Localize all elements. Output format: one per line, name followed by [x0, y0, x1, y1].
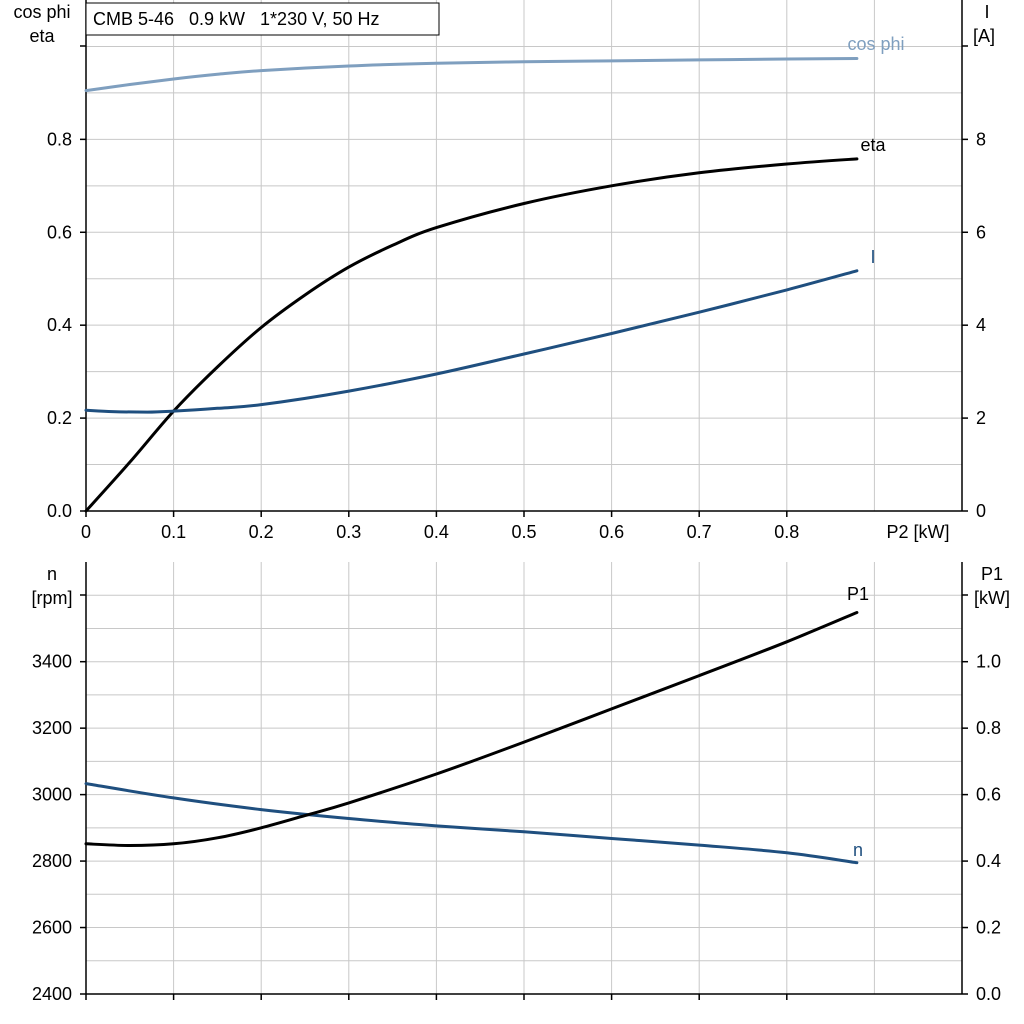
right-y-tick-label: 0.2: [976, 918, 1001, 938]
right-y-tick-label: 8: [976, 129, 986, 149]
left-y-tick-label: 0.0: [47, 501, 72, 521]
left-y-tick-label: 3000: [32, 785, 72, 805]
left-y-tick-label: 3200: [32, 718, 72, 738]
x-tick-label: 0.1: [161, 522, 186, 542]
series-line-n: [84, 782, 859, 865]
series-line-i: [84, 269, 859, 414]
right-y-tick-label: 0: [976, 501, 986, 521]
x-tick-label: 0.6: [599, 522, 624, 542]
right-y-axis-title: [kW]: [974, 588, 1010, 608]
right-y-tick-label: 0.8: [976, 718, 1001, 738]
left-y-axis-title: cos phi: [13, 2, 70, 22]
right-y-tick-label: 0.6: [976, 785, 1001, 805]
right-y-tick-label: 6: [976, 222, 986, 242]
left-y-tick-label: 2600: [32, 918, 72, 938]
series-label-p1: P1: [847, 584, 869, 604]
bottom-panel-speed-power: 2400 2600 2800 3000 3200 3400 0.0 0.2 0.4 0.6 0.8 1…: [31, 562, 1010, 1004]
series-label-cos-phi: cos phi: [847, 34, 904, 54]
series-line-p1: [84, 611, 859, 847]
left-y-tick-label: 0.8: [47, 129, 72, 149]
left-y-tick-label: 0.6: [47, 222, 72, 242]
x-tick-label: 0.8: [774, 522, 799, 542]
right-y-tick-label: 4: [976, 315, 986, 335]
right-y-tick-label: 1.0: [976, 652, 1001, 672]
series-label-n: n: [853, 840, 863, 860]
left-y-tick-label: 0.4: [47, 315, 72, 335]
top-panel-eta-cosphi-current: 0 0.1 0.2 0.3 0.4 0.5 0.6 0.7 0.8 P2 [kW] 0.0 0.2 0.…: [13, 0, 995, 542]
x-axis-title: P2 [kW]: [886, 522, 949, 542]
series-label-i: I: [870, 247, 875, 267]
right-y-axis-title: P1: [981, 564, 1003, 584]
left-y-axis-title: eta: [29, 26, 55, 46]
chart-title: CMB 5-46 0.9 kW 1*230 V, 50 Hz: [93, 9, 379, 29]
right-y-tick-label: 0.4: [976, 851, 1001, 871]
x-tick-label: 0.4: [424, 522, 449, 542]
title-box-frame: [85, 2, 440, 36]
right-y-tick-label: 0.0: [976, 984, 1001, 1004]
x-tick-label: 0.5: [511, 522, 536, 542]
right-y-tick-label: 2: [976, 408, 986, 428]
x-tick-label: 0: [81, 522, 91, 542]
x-tick-label: 0.2: [249, 522, 274, 542]
series-label-eta: eta: [860, 135, 886, 155]
x-tick-label: 0.7: [687, 522, 712, 542]
series-line-eta: [84, 157, 859, 513]
left-y-tick-label: 0.2: [47, 408, 72, 428]
left-y-axis-title: [rpm]: [31, 588, 72, 608]
series-line-cos-phi: [84, 57, 859, 93]
chart-title-box: CMB 5-46 0.9 kW 1*230 V, 50 Hz: [85, 2, 440, 36]
x-tick-label: 0.3: [336, 522, 361, 542]
left-y-tick-label: 2400: [32, 984, 72, 1004]
right-y-axis-title: [A]: [973, 26, 995, 46]
left-y-tick-label: 3400: [32, 652, 72, 672]
left-y-axis-title: n: [47, 564, 57, 584]
left-y-tick-label: 2800: [32, 851, 72, 871]
right-y-axis-title: I: [984, 2, 989, 22]
